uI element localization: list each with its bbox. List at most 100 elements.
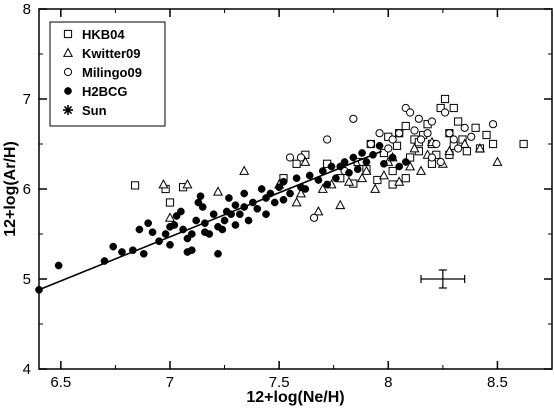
legend-label-kwitter09: Kwitter09 xyxy=(82,46,141,61)
data-point-milingo09 xyxy=(296,153,306,162)
data-point-kwitter09 xyxy=(343,176,355,186)
fit-line xyxy=(38,150,383,291)
data-point-h2bcg xyxy=(209,210,218,219)
data-point-kwitter09 xyxy=(394,176,405,186)
data-point-milingo09 xyxy=(432,139,441,149)
data-point-milingo09 xyxy=(449,135,458,144)
data-point-h2bcg xyxy=(279,195,288,204)
x-axis-title: 12+log(Ne/H) xyxy=(246,389,344,406)
data-point-hkb04 xyxy=(449,103,458,113)
data-point-h2bcg xyxy=(305,171,314,180)
x-tick-label: 6.5 xyxy=(50,374,71,391)
data-point-milingo09 xyxy=(388,135,397,144)
legend-marker-milingo09 xyxy=(63,67,73,77)
data-point-hkb04 xyxy=(482,130,491,140)
data-point-h2bcg xyxy=(183,234,192,243)
data-point-kwitter09 xyxy=(291,197,302,207)
y-axis-ticks: 4 5 6 7 8 xyxy=(23,1,552,378)
data-point-milingo09 xyxy=(440,108,450,117)
y-tick-label: 4 xyxy=(23,361,31,378)
data-point-h2bcg xyxy=(301,185,310,193)
data-point-kwitter09 xyxy=(361,165,372,175)
legend-marker-hkb04 xyxy=(63,29,73,39)
data-point-h2bcg xyxy=(375,141,384,150)
data-point-h2bcg xyxy=(323,180,332,189)
data-point-h2bcg xyxy=(401,158,410,166)
data-point-hkb04 xyxy=(471,123,480,132)
data-point-h2bcg xyxy=(235,210,244,219)
data-point-milingo09 xyxy=(395,129,404,138)
data-point-h2bcg xyxy=(257,185,266,193)
data-point-h2bcg xyxy=(139,249,148,258)
data-point-milingo09 xyxy=(323,135,332,144)
data-point-h2bcg xyxy=(220,216,229,225)
data-point-hkb04 xyxy=(388,166,397,176)
legend-label-milingo09: Milingo09 xyxy=(82,65,142,80)
data-point-hkb04 xyxy=(519,139,528,149)
data-point-kwitter09 xyxy=(378,170,389,180)
data-point-kwitter09 xyxy=(370,183,381,193)
data-point-milingo09 xyxy=(414,114,423,123)
data-point-h2bcg xyxy=(275,183,283,192)
data-point-kwitter09 xyxy=(317,183,328,193)
data-point-hkb04 xyxy=(379,148,389,158)
legend-marker-kwitter09 xyxy=(62,47,74,57)
data-point-h2bcg xyxy=(225,194,233,202)
data-point-h2bcg xyxy=(214,249,222,258)
data-point-h2bcg xyxy=(244,216,253,225)
data-point-h2bcg xyxy=(395,162,404,171)
data-point-h2bcg xyxy=(192,216,201,225)
data-point-h2bcg xyxy=(279,177,288,186)
data-point-h2bcg xyxy=(177,207,185,216)
y-tick-label: 6 xyxy=(23,181,31,198)
data-point-hkb04 xyxy=(488,139,498,149)
data-point-h2bcg xyxy=(292,174,301,183)
data-point-milingo09 xyxy=(406,108,415,117)
data-point-kwitter09 xyxy=(212,186,224,196)
data-point-h2bcg xyxy=(54,261,63,270)
data-point-h2bcg xyxy=(358,149,366,157)
y-tick-label: 8 xyxy=(23,1,31,18)
data-point-h2bcg xyxy=(135,225,144,234)
data-point-hkb04 xyxy=(373,175,382,185)
data-point-milingo09 xyxy=(416,135,426,144)
data-point-hkb04 xyxy=(440,94,450,104)
legend-marker-sun xyxy=(63,105,73,115)
data-point-milingo09 xyxy=(384,144,393,153)
data-point-milingo09 xyxy=(285,153,295,162)
y-tick-label: 7 xyxy=(23,91,31,108)
data-point-h2bcg xyxy=(198,203,207,211)
data-point-h2bcg xyxy=(349,153,358,162)
legend-marker-h2bcg xyxy=(64,87,72,95)
data-point-h2bcg xyxy=(286,189,294,198)
data-point-h2bcg xyxy=(148,228,157,237)
data-point-milingo09 xyxy=(454,144,463,153)
legend-label-sun: Sun xyxy=(82,103,107,118)
data-point-h2bcg xyxy=(109,242,118,251)
data-point-h2bcg xyxy=(380,159,388,168)
data-point-milingo09 xyxy=(488,120,498,129)
series-milingo09 xyxy=(285,103,498,222)
y-tick-label: 5 xyxy=(23,271,31,288)
data-point-milingo09 xyxy=(375,129,384,138)
legend-label-h2bcg: H2BCG xyxy=(82,84,128,99)
data-point-milingo09 xyxy=(445,129,454,138)
data-point-kwitter09 xyxy=(474,143,485,153)
data-point-kwitter09 xyxy=(313,206,324,216)
data-points xyxy=(35,94,528,294)
data-point-milingo09 xyxy=(309,213,319,222)
data-point-kwitter09 xyxy=(409,143,420,153)
data-point-kwitter09 xyxy=(300,156,311,166)
x-tick-label: 7.5 xyxy=(269,374,290,391)
data-point-h2bcg xyxy=(166,240,174,249)
data-point-h2bcg xyxy=(231,201,240,210)
data-point-h2bcg xyxy=(388,153,397,162)
series-kwitter09 xyxy=(158,136,503,222)
data-point-kwitter09 xyxy=(405,161,416,171)
data-point-h2bcg xyxy=(262,210,270,219)
data-point-kwitter09 xyxy=(444,145,455,156)
series-h2bcg xyxy=(35,141,410,294)
data-point-milingo09 xyxy=(349,114,358,123)
data-point-milingo09 xyxy=(427,117,437,126)
